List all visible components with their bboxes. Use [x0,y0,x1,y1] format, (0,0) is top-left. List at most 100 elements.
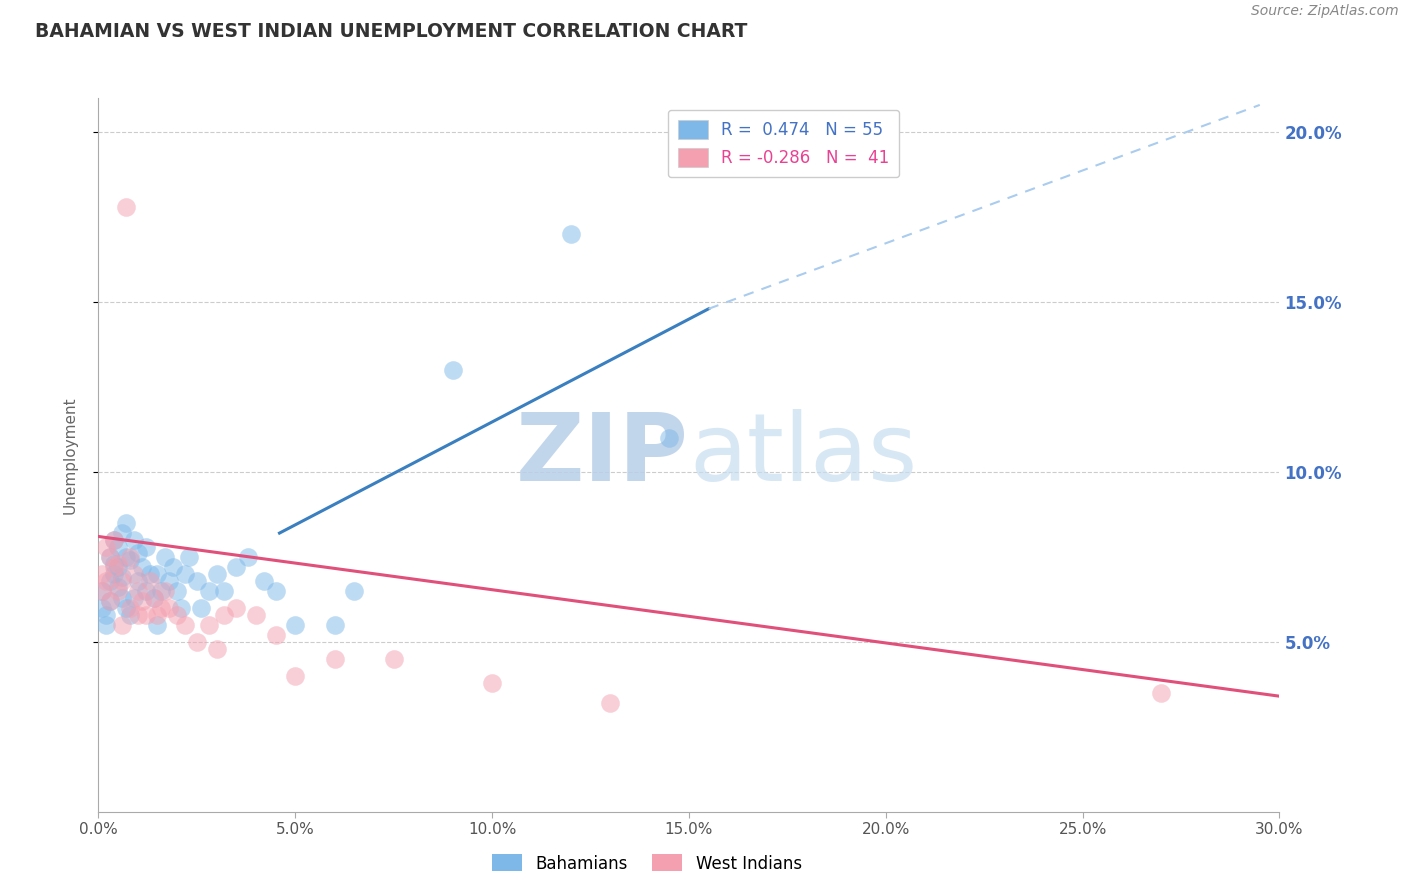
Point [225,600,247,615]
Point [111,570,134,584]
Point [91,600,114,615]
Point [599,696,621,710]
Point [107,557,129,571]
Point [253,574,276,588]
Point [284,617,307,632]
Point [91,583,114,598]
Text: Source: ZipAtlas.com: Source: ZipAtlas.com [1251,4,1399,19]
Point [135,583,157,598]
Point [96,607,118,622]
Point [111,617,134,632]
Point [146,566,169,581]
Point [155,549,177,564]
Point [162,560,184,574]
Point [214,583,236,598]
Point [323,617,346,632]
Point [157,574,180,588]
Point [103,533,125,547]
Point [142,591,165,605]
Point [115,516,138,530]
Point [98,594,121,608]
Point [96,574,118,588]
Point [382,652,405,666]
Point [118,553,141,567]
Point [214,607,236,622]
Point [170,600,193,615]
Point [205,641,228,656]
Point [115,549,138,564]
Point [441,363,464,377]
Point [135,540,157,554]
Point [127,607,149,622]
Point [111,574,134,588]
Point [131,594,153,608]
Point [122,533,145,547]
Point [142,591,165,605]
Point [264,628,287,642]
Point [157,600,180,615]
Point [127,574,149,588]
Point [146,607,169,622]
Point [236,549,259,564]
Point [174,566,197,581]
Point [103,560,125,574]
Point [127,583,149,598]
Text: BAHAMIAN VS WEST INDIAN UNEMPLOYMENT CORRELATION CHART: BAHAMIAN VS WEST INDIAN UNEMPLOYMENT COR… [35,22,748,41]
Point [138,574,160,588]
Point [560,227,582,241]
Point [91,566,114,581]
Point [131,560,153,574]
Point [115,600,138,615]
Point [96,617,118,632]
Point [103,566,125,581]
Point [107,540,129,554]
Point [91,583,114,598]
Point [98,594,121,608]
Point [98,549,121,564]
Point [205,566,228,581]
Point [98,574,121,588]
Point [1150,686,1173,700]
Point [245,607,267,622]
Point [118,600,141,615]
Point [481,675,503,690]
Point [225,560,247,574]
Point [96,540,118,554]
Point [197,617,219,632]
Point [146,617,169,632]
Point [284,669,307,683]
Point [190,600,212,615]
Text: atlas: atlas [689,409,917,501]
Legend: R =  0.474   N = 55, R = -0.286   N =  41: R = 0.474 N = 55, R = -0.286 N = 41 [668,110,898,177]
Legend: Bahamians, West Indians: Bahamians, West Indians [485,847,808,880]
Point [115,200,138,214]
Point [177,549,200,564]
Point [107,581,129,595]
Point [135,607,157,622]
Point [118,607,141,622]
Point [174,617,197,632]
Point [264,583,287,598]
Point [122,591,145,605]
Point [155,583,177,598]
Point [107,583,129,598]
Point [197,583,219,598]
Point [186,574,208,588]
Text: ZIP: ZIP [516,409,689,501]
Point [138,566,160,581]
Point [150,600,173,615]
Point [150,583,173,598]
Point [166,607,188,622]
Point [118,549,141,564]
Point [111,591,134,605]
Point [107,560,129,574]
Point [127,546,149,560]
Point [98,549,121,564]
Point [343,583,366,598]
Point [166,583,188,598]
Point [122,566,145,581]
Point [186,635,208,649]
Point [103,557,125,571]
Y-axis label: Unemployment: Unemployment [63,396,77,514]
Point [323,652,346,666]
